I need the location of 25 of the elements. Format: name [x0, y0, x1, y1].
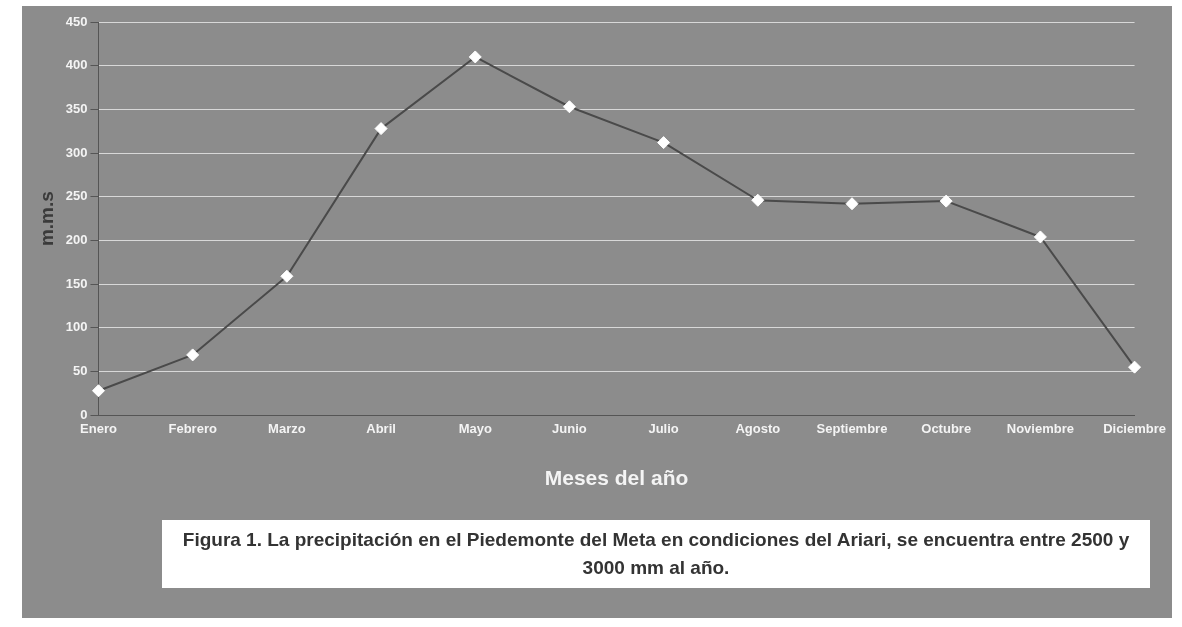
y-tick-label: 400: [65, 57, 88, 73]
x-axis-title: Meses del año: [544, 466, 689, 490]
y-tick-label: 450: [65, 13, 88, 29]
x-tick-label: Septiembre: [816, 420, 888, 436]
y-tick-label: 350: [65, 100, 88, 116]
y-tick-label: 250: [65, 188, 88, 204]
x-tick-label: Octubre: [921, 420, 972, 436]
x-tick-label: Enero: [80, 420, 117, 436]
y-tick-label: 200: [65, 232, 88, 248]
x-tick-label: Diciembre: [1103, 420, 1167, 436]
y-tick-label: 100: [65, 319, 88, 335]
y-tick-label: 0: [80, 406, 88, 422]
x-tick-label: Marzo: [268, 420, 306, 436]
y-tick-label: 50: [73, 363, 88, 379]
y-axis-title: m.m.s: [35, 191, 57, 247]
x-tick-label: Junio: [552, 420, 587, 436]
x-tick-label: Mayo: [458, 420, 492, 436]
y-tick-label: 150: [65, 275, 88, 291]
y-tick-label: 300: [65, 144, 88, 160]
x-tick-label: Febrero: [168, 420, 217, 436]
x-tick-label: Agosto: [735, 420, 781, 436]
x-tick-label: Abril: [366, 420, 396, 436]
text: Figura 1. La precipitación en el Piedemonte del Meta en condiciones del Ariari, se encuentra entre 2500 y 3000 mm al año.: [162, 520, 1150, 588]
x-tick-label: Julio: [648, 420, 679, 436]
x-tick-label: Noviembre: [1006, 420, 1074, 436]
